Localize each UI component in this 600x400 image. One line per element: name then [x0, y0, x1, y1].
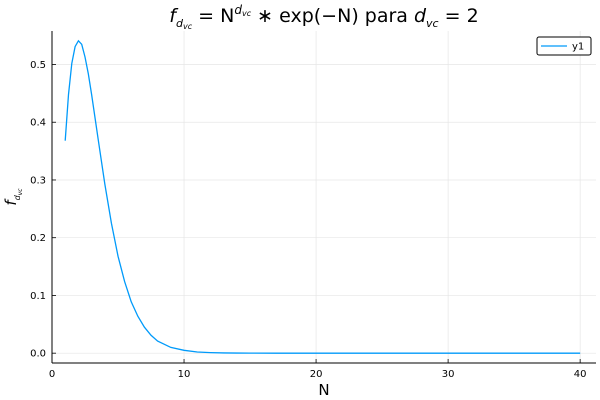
- x-ticks: 0 10 20 30 40: [49, 359, 587, 380]
- x-tick-label: 20: [310, 369, 323, 380]
- y-ticks: 0.0 0.1 0.2 0.3 0.4 0.5: [30, 60, 56, 360]
- y-axis-title-subsub: vc: [17, 188, 24, 196]
- y-tick-label: 0.0: [30, 349, 46, 360]
- x-tick-label: 0: [49, 369, 55, 380]
- legend-label-y1: y1: [572, 42, 584, 53]
- y-tick-label: 0.4: [30, 118, 46, 129]
- legend: y1: [536, 36, 592, 56]
- title-tail: = 2: [439, 5, 479, 27]
- series-line-y1: [64, 39, 581, 354]
- title-f-subsub: vc: [183, 22, 193, 31]
- y-axis-title-f: f: [2, 198, 20, 206]
- x-tick-label: 10: [178, 369, 191, 380]
- title-f-sub: d: [176, 17, 184, 30]
- title-eq: = N: [192, 5, 234, 27]
- title-d: d: [414, 5, 427, 27]
- title-f: f: [169, 5, 179, 27]
- svg-text:fdvc: fdvc: [2, 188, 24, 206]
- y-tick-label: 0.3: [30, 175, 46, 186]
- y-tick-label: 0.1: [30, 291, 46, 302]
- chart-title: fdvc = Ndvc ∗ exp(−N) para dvc = 2: [169, 3, 478, 31]
- y-axis-title: fdvc: [2, 188, 24, 206]
- title-rest: ∗ exp(−N) para: [251, 5, 414, 27]
- title-d-sub: vc: [426, 17, 439, 30]
- y-tick-label: 0.5: [30, 60, 46, 71]
- y-axis-title-sub: d: [13, 194, 22, 200]
- title-exp-supsub: vc: [242, 9, 252, 18]
- x-tick-label: 30: [442, 369, 455, 380]
- x-axis-title: N: [318, 381, 329, 399]
- y-tick-label: 0.2: [30, 233, 46, 244]
- title-exp-sup: d: [234, 3, 242, 17]
- x-tick-label: 40: [574, 369, 587, 380]
